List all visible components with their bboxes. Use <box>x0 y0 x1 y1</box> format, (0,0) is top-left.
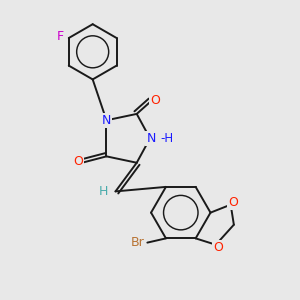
Text: O: O <box>150 94 160 106</box>
Text: F: F <box>57 30 64 43</box>
Text: O: O <box>213 241 223 254</box>
Text: N: N <box>146 132 156 145</box>
Text: O: O <box>73 155 83 168</box>
Text: N: N <box>102 114 111 127</box>
Text: O: O <box>228 196 238 208</box>
Text: H: H <box>99 185 109 198</box>
Text: -H: -H <box>160 132 174 145</box>
Text: Br: Br <box>131 236 145 249</box>
